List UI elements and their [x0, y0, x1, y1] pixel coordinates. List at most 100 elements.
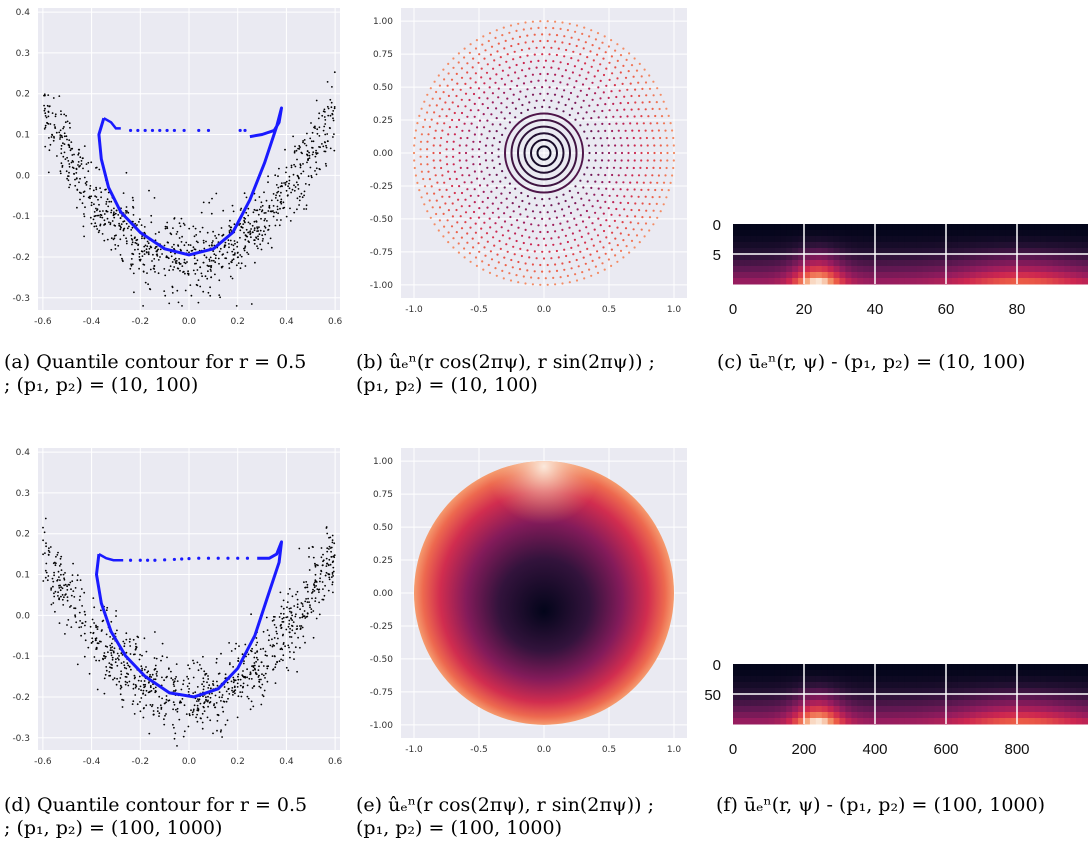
data-point: [212, 683, 214, 685]
heatmap-cell: [1040, 694, 1048, 701]
ring-point: [413, 136, 416, 140]
data-point: [237, 675, 239, 678]
data-point: [333, 107, 336, 110]
data-point: [307, 158, 309, 161]
data-point: [322, 110, 325, 113]
heatmap-cell: [869, 706, 876, 713]
heatmap-cell: [762, 700, 769, 707]
heatmap-cell: [1082, 260, 1088, 267]
heatmap-cell: [1034, 688, 1042, 695]
data-point: [142, 683, 145, 686]
data-point: [172, 723, 174, 726]
heatmap-cell: [1011, 230, 1018, 237]
heatmap-cell: [1034, 254, 1042, 261]
data-point: [308, 157, 311, 160]
ring-point: [610, 264, 613, 267]
ring-point: [552, 223, 555, 226]
data-point: [256, 227, 259, 230]
data-point: [188, 667, 191, 670]
heatmap-cell: [880, 706, 888, 713]
heatmap-cell: [863, 278, 870, 285]
data-point: [44, 145, 47, 148]
heatmap-cell: [880, 278, 888, 285]
ring-point: [495, 117, 498, 120]
ring-point: [672, 136, 675, 140]
data-point: [315, 161, 317, 164]
heatmap-cell: [916, 694, 923, 701]
data-point: [325, 144, 327, 147]
y-tick-label: 1.00: [373, 457, 393, 467]
data-point: [131, 243, 133, 246]
data-point: [154, 678, 157, 681]
y-tick-label: 0.0: [16, 171, 31, 181]
data-point: [255, 644, 258, 646]
data-point: [190, 294, 193, 297]
ring-point: [514, 187, 517, 190]
ring-point: [598, 47, 601, 50]
ring-point: [452, 148, 455, 151]
ring-point: [586, 137, 589, 140]
heatmap-cell: [910, 230, 917, 237]
heatmap-cell: [981, 694, 988, 701]
heatmap-cell: [869, 242, 876, 249]
ring-point: [478, 140, 482, 143]
heatmap-cell: [798, 670, 805, 677]
data-point: [115, 209, 118, 212]
x-tick-label: -0.4: [83, 757, 101, 767]
y-tick-label: 0.4: [16, 448, 31, 458]
data-point: [333, 71, 336, 74]
ring-point: [593, 193, 596, 196]
ring-point: [500, 201, 503, 204]
data-point: [280, 647, 283, 650]
data-point: [255, 209, 257, 212]
data-point: [267, 242, 270, 245]
heatmap-cell: [744, 670, 752, 677]
heatmap-cell: [940, 248, 947, 255]
data-point: [143, 237, 146, 240]
data-point: [258, 196, 261, 198]
data-point: [260, 661, 263, 664]
data-point: [201, 727, 204, 730]
heatmap-cell: [1052, 242, 1059, 249]
ring-point: [583, 26, 586, 29]
heatmap-cell: [904, 254, 911, 261]
ring-point: [622, 239, 625, 242]
ring-point: [616, 244, 619, 247]
ring-point: [514, 107, 517, 110]
ring-point: [519, 56, 522, 59]
ring-point: [568, 226, 571, 229]
data-point: [266, 220, 268, 222]
heatmap-cell: [975, 676, 982, 683]
data-point: [186, 675, 189, 678]
caption-a-line2: ; (p₁, p₂) = (10, 100): [4, 374, 199, 396]
heatmap-cell: [762, 694, 769, 701]
data-point: [83, 215, 86, 218]
data-point: [62, 127, 64, 130]
ring-point: [435, 90, 438, 94]
data-point: [113, 235, 116, 237]
data-point: [130, 258, 133, 260]
ring-point: [483, 177, 486, 180]
data-point: [171, 261, 174, 263]
data-point: [140, 680, 143, 682]
data-point: [109, 223, 112, 226]
ring-point: [455, 94, 458, 98]
heatmap-cell: [750, 694, 758, 701]
data-point: [116, 629, 118, 632]
heatmap-cell: [1052, 700, 1059, 707]
ring-point: [575, 223, 578, 226]
data-point: [156, 675, 158, 677]
ring-point: [468, 51, 471, 54]
data-point: [80, 588, 83, 590]
data-point: [87, 196, 90, 199]
data-point: [261, 673, 263, 676]
ring-point: [590, 274, 593, 277]
data-point: [267, 228, 270, 231]
data-point: [238, 224, 241, 226]
ring-point: [490, 258, 494, 261]
heatmap-cell: [1028, 278, 1036, 285]
data-point: [195, 262, 198, 265]
heatmap-cell: [880, 242, 888, 249]
ring-point: [628, 251, 631, 254]
data-point: [227, 239, 230, 242]
